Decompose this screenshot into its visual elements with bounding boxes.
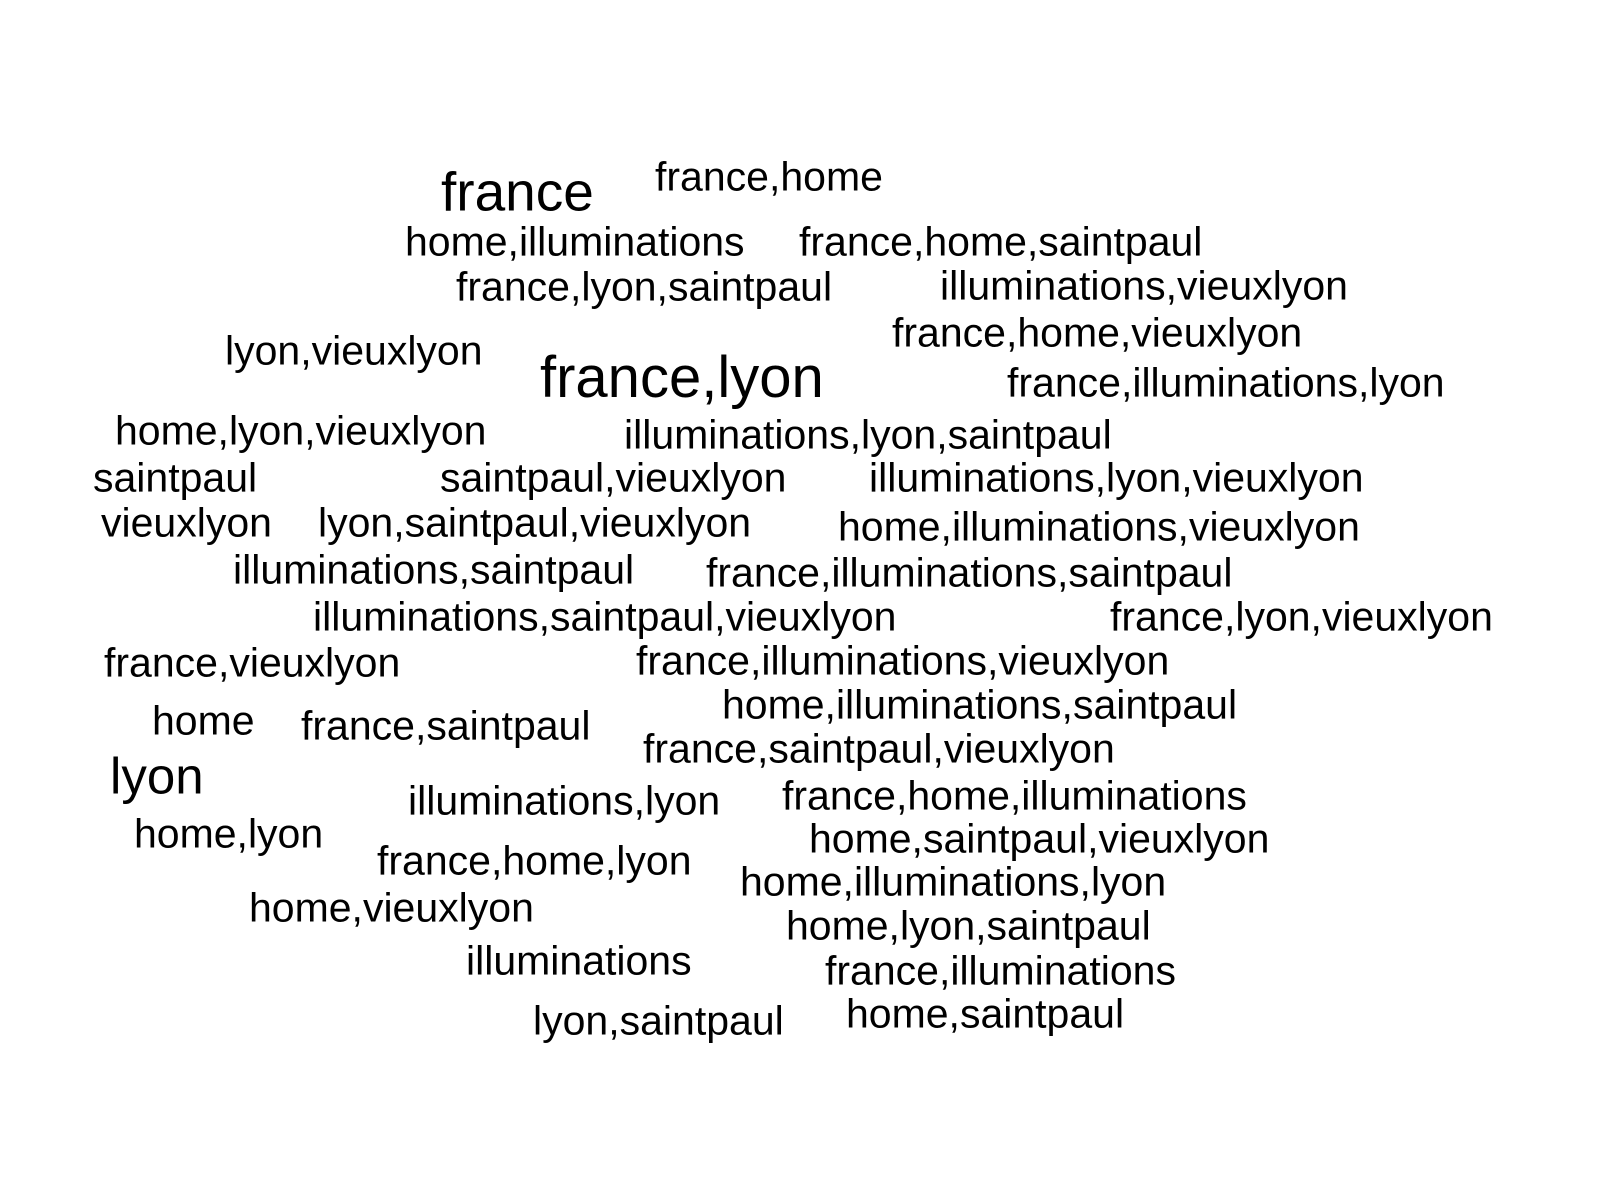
word-illuminations-lyon-vieuxlyon: illuminations,lyon,vieuxlyon	[869, 454, 1364, 501]
word-france-lyon-vieuxlyon: france,lyon,vieuxlyon	[1110, 593, 1493, 640]
word-saintpaul: saintpaul	[93, 454, 258, 501]
word-france-vieuxlyon: france,vieuxlyon	[104, 639, 401, 686]
word-lyon-vieuxlyon: lyon,vieuxlyon	[225, 327, 483, 374]
word-france-home-illuminations: france,home,illuminations	[782, 772, 1247, 819]
word-france-illuminations-vieuxlyon: france,illuminations,vieuxlyon	[636, 637, 1170, 684]
word-france-saintpaul: france,saintpaul	[301, 702, 591, 749]
word-home-illuminations-lyon: home,illuminations,lyon	[740, 858, 1167, 905]
word-france-saintpaul-vieuxlyon: france,saintpaul,vieuxlyon	[643, 725, 1115, 772]
word-home-lyon-saintpaul: home,lyon,saintpaul	[786, 902, 1151, 949]
word-france-home-vieuxlyon: france,home,vieuxlyon	[892, 309, 1303, 356]
word-illuminations-lyon: illuminations,lyon	[408, 777, 721, 824]
word-illuminations-saintpaul-vieuxlyon: illuminations,saintpaul,vieuxlyon	[313, 593, 897, 640]
word-france-illuminations-saintpaul: france,illuminations,saintpaul	[706, 549, 1233, 596]
word-home-illuminations-saintpaul: home,illuminations,saintpaul	[722, 681, 1238, 728]
word-lyon: lyon	[110, 747, 204, 805]
word-lyon-saintpaul-vieuxlyon: lyon,saintpaul,vieuxlyon	[318, 499, 752, 546]
word-france-home-saintpaul: france,home,saintpaul	[799, 218, 1203, 265]
word-home: home	[152, 697, 255, 744]
word-france-home: france,home	[655, 153, 883, 200]
word-home-illuminations-vieuxlyon: home,illuminations,vieuxlyon	[838, 503, 1360, 550]
word-lyon-saintpaul: lyon,saintpaul	[533, 997, 784, 1044]
word-home-illuminations: home,illuminations	[405, 218, 745, 265]
word-vieuxlyon: vieuxlyon	[101, 499, 272, 546]
word-france-home-lyon: france,home,lyon	[377, 837, 692, 884]
word-home-lyon-vieuxlyon: home,lyon,vieuxlyon	[115, 407, 487, 454]
word-home-saintpaul-vieuxlyon: home,saintpaul,vieuxlyon	[809, 815, 1270, 862]
word-illuminations: illuminations	[466, 937, 692, 984]
word-france-lyon: france,lyon	[540, 345, 824, 410]
word-illuminations-lyon-saintpaul: illuminations,lyon,saintpaul	[624, 411, 1112, 458]
word-home-saintpaul: home,saintpaul	[846, 990, 1125, 1037]
word-france: france	[441, 160, 594, 223]
word-france-illuminations-lyon: france,illuminations,lyon	[1007, 359, 1445, 406]
word-home-vieuxlyon: home,vieuxlyon	[249, 884, 534, 931]
word-illuminations-vieuxlyon: illuminations,vieuxlyon	[940, 262, 1348, 309]
word-illuminations-saintpaul: illuminations,saintpaul	[233, 546, 635, 593]
word-home-lyon: home,lyon	[134, 810, 324, 857]
word-france-lyon-saintpaul: france,lyon,saintpaul	[456, 263, 833, 310]
word-saintpaul-vieuxlyon: saintpaul,vieuxlyon	[440, 454, 787, 501]
word-france-illuminations: france,illuminations	[825, 947, 1176, 994]
